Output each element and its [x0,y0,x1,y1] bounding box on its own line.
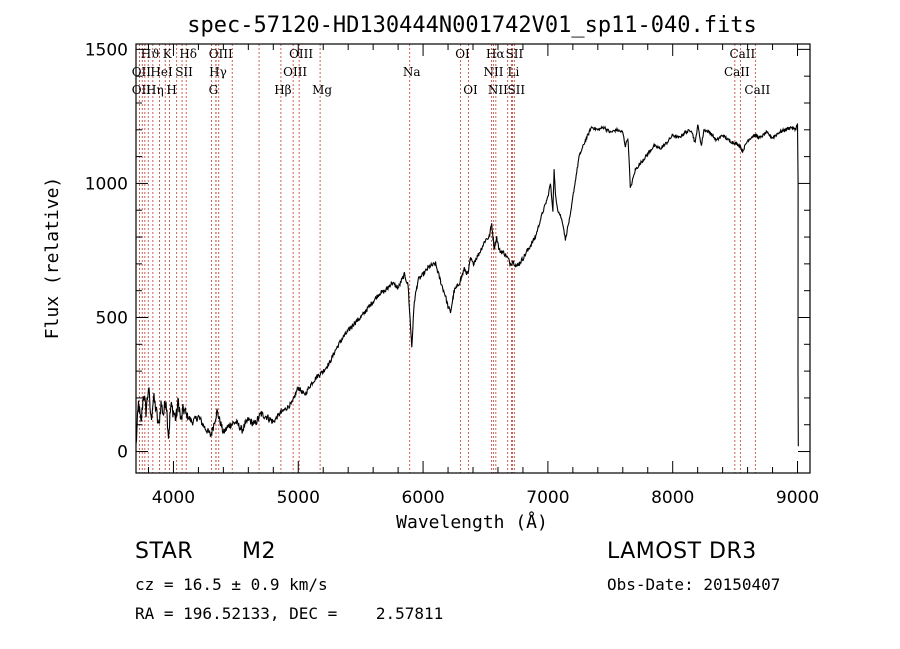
spectral-line-label: SII [175,65,193,79]
y-tick-label: 1000 [85,174,128,194]
y-axis-label: Flux (relative) [42,177,63,340]
chart-title: spec-57120-HD130444N001742V01_sp11-040.f… [187,13,757,38]
spectral-line-label: CaII [729,47,755,61]
x-tick-label: 6000 [401,488,444,508]
spectral-line-label: OII [132,65,152,79]
spectral-line-label: SII [507,83,525,97]
y-tick-label: 0 [117,443,128,463]
spectral-line-label: OI [463,83,478,97]
spectral-line-label: CaII [724,65,750,79]
spectral-line-label: Hη [146,83,164,97]
y-tick-label: 500 [96,308,128,328]
x-tick-label: 7000 [526,488,569,508]
spectral-line-label: Li [508,65,520,79]
x-tick-label: 4000 [152,488,195,508]
plot-frame [135,43,811,474]
x-tick-label: 8000 [651,488,694,508]
spectral-line-label: OI [455,47,470,61]
spectral-line-label: Hϑ [141,47,160,61]
spectral-line-label: NII [488,83,508,97]
spectral-line-label: Hβ [274,83,291,97]
spectral-line-label: G [209,83,219,97]
spectral-line-label: Hγ [209,65,227,79]
coordinates: RA = 196.52133, DEC = 2.57811 [135,604,444,623]
spectral-line-label: OIII [289,47,313,61]
survey-name: LAMOST DR3 [607,539,757,564]
spectral-line-label: HeI [150,65,173,79]
spectral-line-label: Na [403,65,421,79]
spectral-line-label: OIII [209,47,233,61]
object-class: STAR [135,539,194,564]
redshift-readout: cz = 16.5 ± 0.9 km/s [135,575,328,594]
spectral-line-label: OII [132,83,152,97]
obs-date: Obs-Date: 20150407 [607,575,781,594]
object-subclass: M2 [242,539,276,564]
spectral-line-label: H [166,83,176,97]
spectral-line-label: SII [506,47,524,61]
y-tick-label: 1500 [85,40,128,60]
x-tick-label: 5000 [277,488,320,508]
spectral-line-label: K [163,47,173,61]
spectral-line-label: Mg [312,83,332,97]
axis-ticks: 4000 5000 6000 7000 8000 9000 0 500 1000 1500 [85,40,819,508]
spectral-line-label: NII [483,65,503,79]
x-tick-label: 9000 [776,488,819,508]
spectrum-series-line [135,123,799,447]
spectral-line-label: OIII [283,65,307,79]
spectral-line-label: CaII [744,83,770,97]
spectral-line-label: Hδ [179,47,197,61]
x-axis-label: Wavelength (Å) [396,511,548,533]
spectral-line-label: Hα [486,47,505,61]
